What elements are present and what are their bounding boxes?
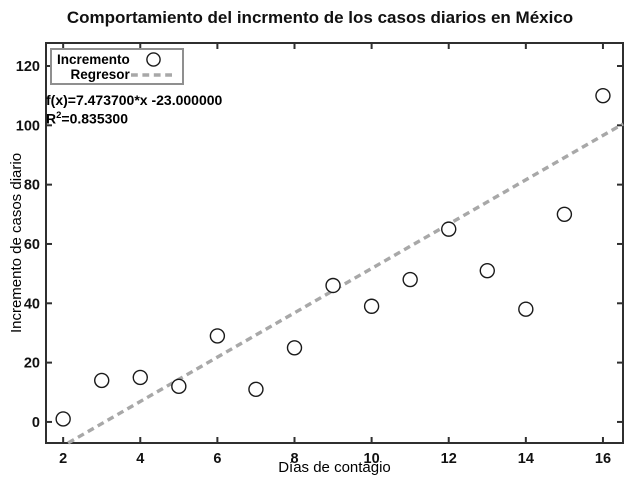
regression-line	[67, 122, 624, 445]
x-axis-label: Días de contagio	[278, 459, 391, 476]
r2-rest: =0.835300	[61, 110, 128, 127]
r2-base: R	[46, 110, 57, 127]
data-point	[518, 301, 534, 317]
data-point	[55, 411, 71, 427]
x-tick-label: 2	[59, 451, 67, 467]
data-point	[209, 328, 226, 344]
y-tick-label: 0	[32, 415, 40, 431]
x-tick-label: 8	[290, 451, 298, 467]
r-squared-text: R2=0.835300	[46, 108, 222, 127]
y-tick-label: 20	[24, 356, 40, 372]
data-point	[94, 372, 110, 389]
x-tick-label: 4	[136, 451, 144, 467]
data-point	[363, 298, 380, 314]
data-point	[325, 277, 341, 294]
legend: Incremento Regresor	[50, 48, 184, 85]
scatter-marker-icon	[130, 51, 177, 68]
y-tick-label: 80	[24, 178, 40, 194]
x-tick-label: 16	[595, 451, 611, 467]
legend-label-incremento: Incremento	[57, 51, 130, 67]
data-point	[132, 369, 148, 386]
data-point	[402, 271, 418, 288]
y-tick-label: 60	[24, 237, 40, 253]
equation-text: f(x)=7.473700*x -23.000000	[46, 92, 223, 108]
regression-annotation: f(x)=7.473700*x -23.000000 R2=0.835300	[46, 93, 222, 127]
chart-title: Comportamiento del incrmento de los caso…	[66, 8, 574, 27]
data-point	[286, 340, 303, 356]
data-point	[556, 206, 573, 223]
legend-item-incremento: Incremento	[55, 51, 177, 67]
x-tick-label: 6	[213, 451, 221, 467]
data-point	[479, 262, 495, 279]
y-tick-label: 120	[16, 59, 40, 75]
y-tick-label: 100	[16, 118, 40, 134]
r2-sup: 2	[56, 110, 62, 121]
y-tick-label: 40	[24, 296, 40, 312]
x-tick-label: 12	[441, 451, 457, 467]
dashed-line-icon	[130, 71, 177, 79]
data-point	[248, 381, 264, 398]
legend-item-regresor: Regresor	[55, 67, 177, 82]
data-point	[171, 378, 187, 395]
x-tick-label: 10	[364, 451, 380, 467]
data-point	[595, 87, 611, 104]
y-axis-label: Incremento de casos diario	[8, 152, 25, 334]
legend-label-regresor: Regresor	[70, 67, 130, 82]
data-point	[441, 221, 457, 237]
x-tick-label: 14	[518, 451, 534, 467]
